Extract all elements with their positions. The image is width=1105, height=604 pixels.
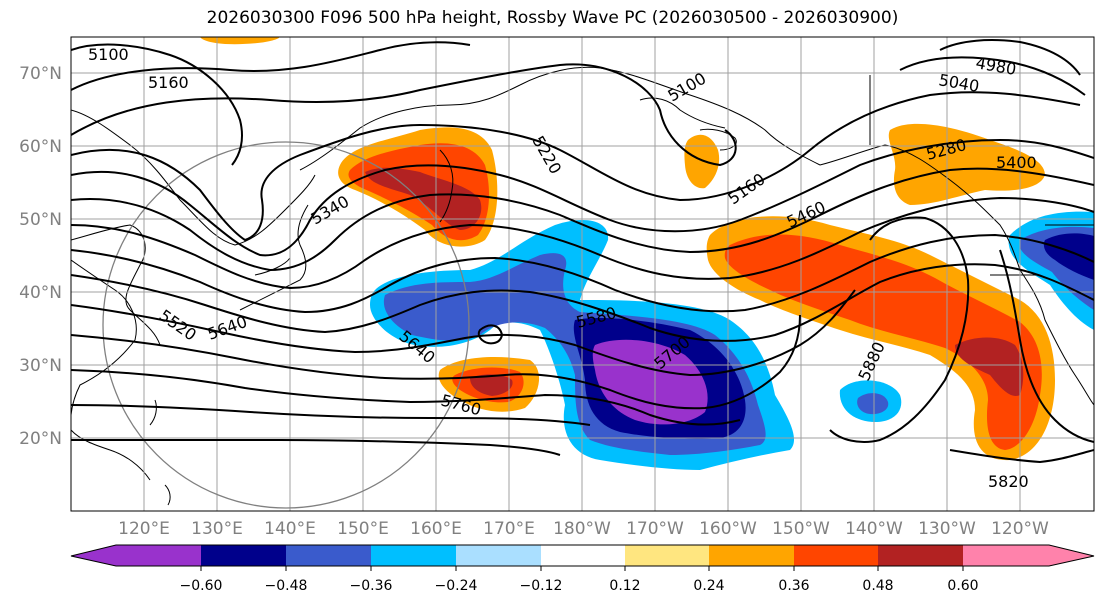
lat-tick-label: 50°N [19, 210, 62, 230]
height-contours [71, 39, 1094, 464]
lon-tick-label: 180°W [553, 519, 611, 539]
lat-tick-label: 60°N [19, 137, 62, 157]
contour-label: 5820 [988, 472, 1029, 491]
contour-label: 5100 [88, 45, 129, 64]
colorbar-tick-label: 0.48 [862, 578, 893, 594]
colorbar-tick-label: −0.12 [520, 578, 563, 594]
map-frame [70, 36, 1095, 512]
colorbar-cell [794, 545, 878, 566]
positive-anomaly-alaska-west [684, 134, 720, 189]
colorbar-tick-label: 0.24 [693, 578, 724, 594]
colorbar-ticks [200, 566, 964, 571]
colorbar-cell [371, 545, 456, 566]
colorbar-cell [625, 545, 709, 566]
lat-tick-label: 20°N [19, 429, 62, 449]
positive-anomaly-north-top [200, 37, 280, 45]
reference-circle [102, 141, 470, 509]
colorbar-tick-label: −0.36 [350, 578, 393, 594]
colorbar-tick-label: −0.24 [435, 578, 478, 594]
lon-tick-labels: 120°E 130°E 140°E 150°E 160°E 170°E 180°… [118, 519, 1049, 539]
lon-tick-label: 150°E [337, 519, 389, 539]
negative-anomaly-us-west [1008, 211, 1094, 330]
colorbar: −0.60 −0.48 −0.36 −0.24 −0.12 0.12 0.24 … [70, 544, 1095, 594]
colorbar-cell [456, 545, 541, 566]
lon-tick-label: 140°E [264, 519, 316, 539]
negative-anomaly-east [839, 380, 902, 422]
colorbar-cell [878, 545, 963, 566]
colorbar-cell [541, 545, 625, 566]
lon-tick-label: 120°E [118, 519, 170, 539]
colorbar-extend-low [71, 545, 116, 566]
lon-tick-label: 150°W [772, 519, 830, 539]
colorbar-tick-label: −0.48 [265, 578, 308, 594]
colorbar-tick-labels: −0.60 −0.48 −0.36 −0.24 −0.12 0.12 0.24 … [180, 578, 979, 594]
graticule [71, 37, 1094, 511]
colorbar-tick-label: 0.60 [947, 578, 978, 594]
lon-tick-label: 160°W [699, 519, 757, 539]
lon-tick-label: 160°E [410, 519, 462, 539]
lat-tick-label: 30°N [19, 356, 62, 376]
colorbar-tick-label: −0.60 [180, 578, 223, 594]
colorbar-cell [963, 545, 1049, 566]
lon-tick-label: 130°W [918, 519, 976, 539]
contour-label: 5400 [996, 153, 1037, 172]
lon-tick-label: 120°W [991, 519, 1049, 539]
colorbar-cells [71, 545, 1094, 566]
map-title: 2026030300 F096 500 hPa height, Rossby W… [206, 8, 899, 28]
colorbar-extend-high [1049, 545, 1094, 566]
colorbar-outline [70, 544, 1095, 567]
lat-tick-labels: 70°N 60°N 50°N 40°N 30°N 20°N [19, 64, 62, 449]
lon-tick-label: 130°E [191, 519, 243, 539]
lon-tick-label: 170°W [626, 519, 684, 539]
positive-anomaly-gulf-alaska [888, 123, 1045, 205]
colorbar-tick-label: 0.12 [609, 578, 640, 594]
colorbar-cell [286, 545, 371, 566]
colorbar-tick-label: 0.36 [778, 578, 809, 594]
colorbar-cell [201, 545, 286, 566]
lon-tick-label: 140°W [845, 519, 903, 539]
lon-tick-label: 170°E [483, 519, 535, 539]
colorbar-cell [116, 545, 201, 566]
lat-tick-label: 70°N [19, 64, 62, 84]
colorbar-cell [709, 545, 794, 566]
contour-label: 5160 [148, 73, 189, 92]
lat-tick-label: 40°N [19, 283, 62, 303]
